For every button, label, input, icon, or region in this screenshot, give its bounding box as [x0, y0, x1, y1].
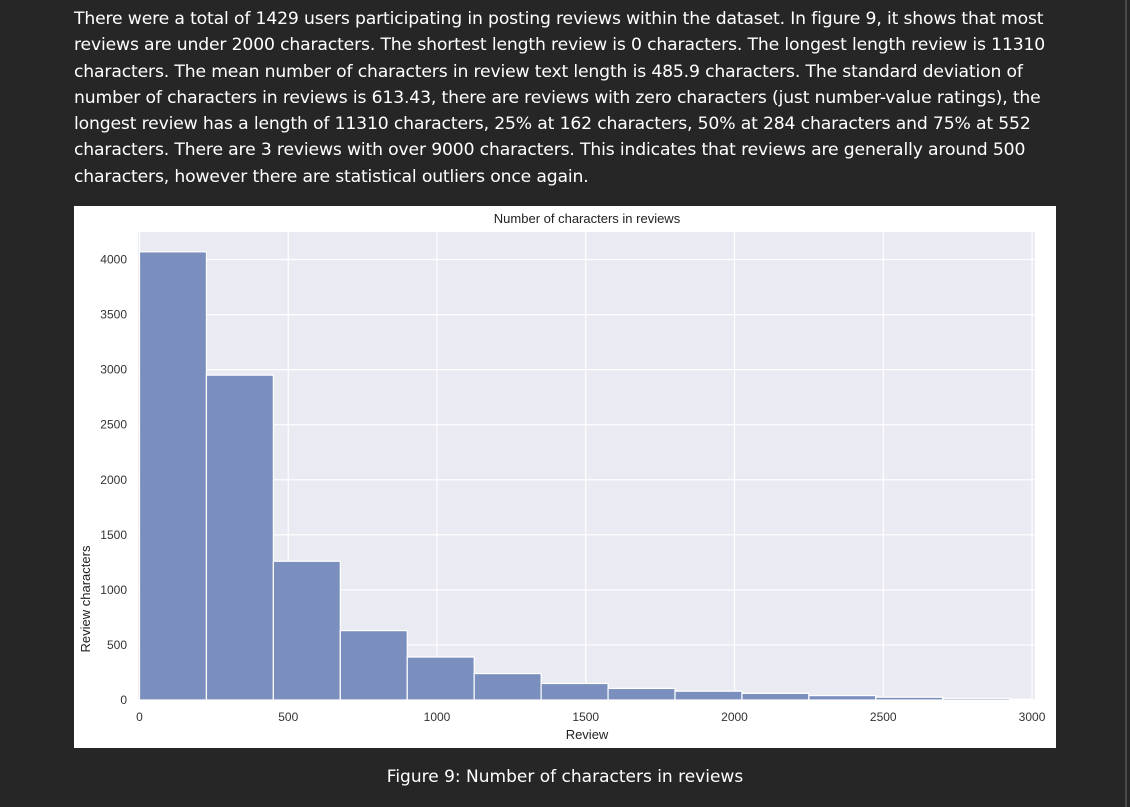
x-tick-label: 500 — [278, 710, 298, 724]
x-axis-label: Review — [566, 727, 609, 742]
y-tick-label: 3500 — [100, 308, 127, 322]
y-tick-label: 3000 — [100, 363, 127, 377]
histogram-bar — [205, 374, 274, 701]
x-tick-label: 1000 — [424, 710, 451, 724]
y-tick-label: 1000 — [100, 583, 127, 597]
y-tick-label: 500 — [107, 638, 127, 652]
y-tick-label: 0 — [120, 693, 127, 707]
histogram-bar — [540, 682, 609, 701]
x-tick-label: 0 — [136, 710, 143, 724]
y-axis-label: Review characters — [78, 545, 93, 652]
histogram-bar — [808, 694, 877, 701]
histogram-chart: 0 500 1000 1500 2000 2500 3000 3500 4000 0 500 1000… — [78, 211, 1046, 742]
histogram-bars — [138, 251, 1033, 701]
histogram-bar — [406, 656, 475, 701]
histogram-figure: 0 500 1000 1500 2000 2500 3000 3500 4000 0 500 1000… — [74, 206, 1056, 748]
y-tick-label: 1500 — [100, 528, 127, 542]
histogram-bar — [339, 630, 408, 701]
histogram-bar — [875, 696, 944, 701]
x-tick-label: 2500 — [870, 710, 897, 724]
histogram-bar — [272, 560, 341, 701]
histogram-bar — [473, 672, 542, 701]
histogram-bar — [607, 687, 676, 701]
x-tick-label: 2000 — [721, 710, 748, 724]
histogram-bar — [138, 251, 208, 701]
histogram-bar — [674, 690, 743, 701]
histogram-bar — [741, 692, 810, 701]
histogram-bar — [942, 697, 1011, 701]
figure-caption-text: Figure 9: Number of characters in review… — [386, 767, 744, 787]
figure-caption: Figure 9: Number of characters in review… — [0, 767, 1130, 787]
x-tick-label: 3000 — [1019, 710, 1046, 724]
chart-title: Number of characters in reviews — [494, 211, 681, 226]
body-paragraph: There were a total of 1429 users partici… — [74, 9, 1046, 187]
y-tick-label: 2500 — [100, 418, 127, 432]
histogram-bar — [1009, 698, 1033, 701]
y-tick-label: 4000 — [100, 253, 127, 267]
axis-ticks: 0 500 1000 1500 2000 2500 3000 3500 4000 0 500 1000… — [100, 253, 1045, 724]
x-tick-label: 1500 — [572, 710, 599, 724]
y-tick-label: 2000 — [100, 473, 127, 487]
